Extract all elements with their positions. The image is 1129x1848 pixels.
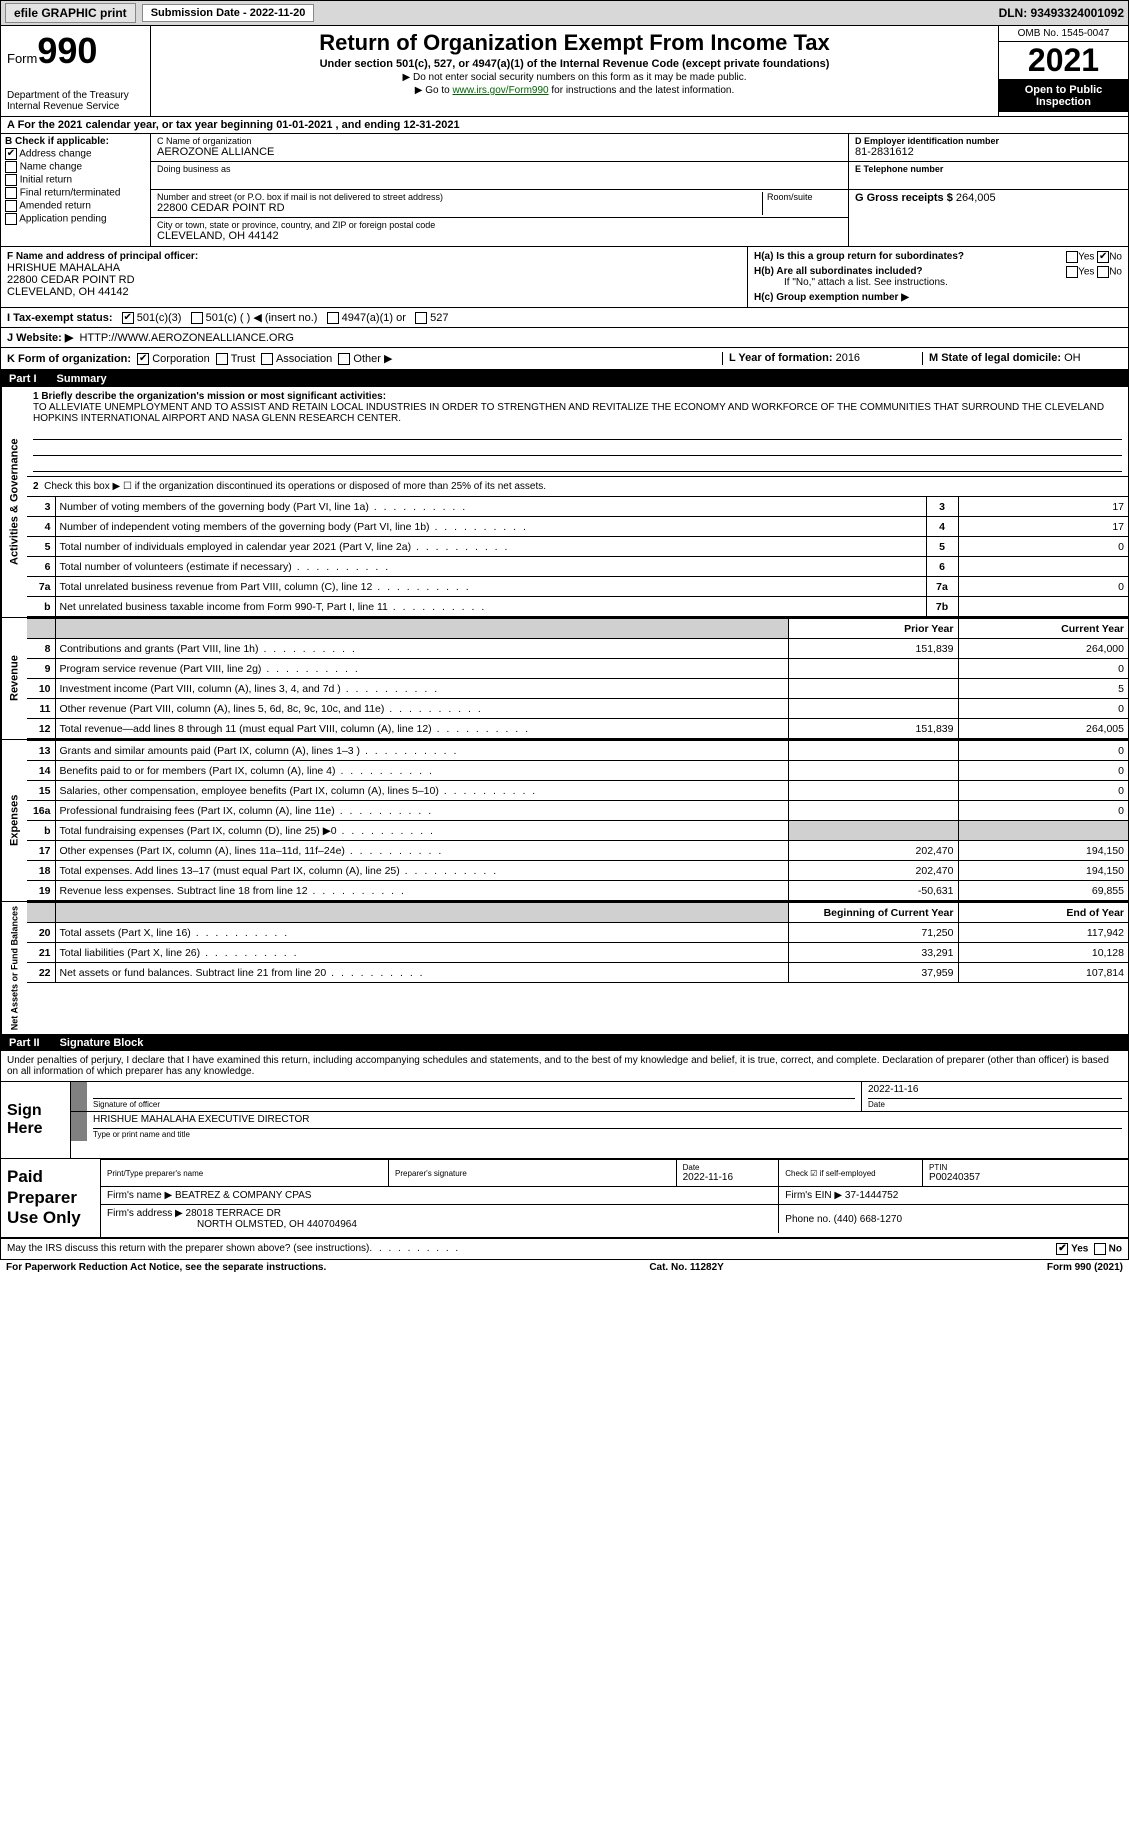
irs-label: Internal Revenue Service: [7, 101, 144, 112]
section-revenue: Revenue Prior YearCurrent Year8Contribut…: [1, 618, 1128, 740]
officer-name: HRISHUE MAHALAHA EXECUTIVE DIRECTOR: [93, 1114, 1122, 1128]
omb-number: OMB No. 1545-0047: [999, 26, 1128, 42]
city: CLEVELAND, OH 44142: [157, 230, 842, 242]
firm-addr2: NORTH OLMSTED, OH 440704964: [197, 1219, 357, 1230]
self-employed-chk[interactable]: Check ☑ if self-employed: [785, 1169, 916, 1178]
revenue-table: Prior YearCurrent Year8Contributions and…: [27, 618, 1128, 739]
firm-ein: 37-1444752: [845, 1190, 898, 1201]
netassets-table: Beginning of Current YearEnd of Year20To…: [27, 902, 1128, 983]
chk-527[interactable]: [415, 312, 427, 324]
sign-here-block: Sign Here Signature of officer 2022-11-1…: [1, 1082, 1128, 1159]
firm-phone: (440) 668-1270: [834, 1214, 902, 1225]
ptin: P00240357: [929, 1172, 1122, 1183]
side-label-netassets: Net Assets or Fund Balances: [1, 902, 27, 1034]
chk-final-return[interactable]: Final return/terminated: [5, 187, 146, 199]
chk-app-pending[interactable]: Application pending: [5, 213, 146, 225]
irs-discuss-row: May the IRS discuss this return with the…: [1, 1238, 1128, 1259]
part1-header: Part ISummary: [1, 371, 1128, 387]
expenses-table: 13Grants and similar amounts paid (Part …: [27, 740, 1128, 901]
note-ssn: ▶ Do not enter social security numbers o…: [157, 72, 992, 83]
note-link: ▶ Go to www.irs.gov/Form990 for instruct…: [157, 85, 992, 96]
col-b-checkboxes: B Check if applicable: Address change Na…: [1, 134, 151, 246]
chk-name-change[interactable]: Name change: [5, 161, 146, 173]
irs-link[interactable]: www.irs.gov/Form990: [452, 85, 548, 96]
sig-arrow-icon: [71, 1112, 87, 1141]
chk-501c[interactable]: [191, 312, 203, 324]
row-k-lm: K Form of organization: Corporation Trus…: [1, 348, 1128, 371]
dept-label: Department of the Treasury: [7, 90, 144, 101]
firm-name: BEATREZ & COMPANY CPAS: [175, 1190, 312, 1201]
paperwork-notice: For Paperwork Reduction Act Notice, see …: [6, 1262, 326, 1273]
line2-checkbox-text: Check this box ▶ ☐ if the organization d…: [44, 481, 546, 492]
footer-line: For Paperwork Reduction Act Notice, see …: [0, 1260, 1129, 1275]
discuss-yes[interactable]: [1056, 1243, 1068, 1255]
website-url: HTTP://WWW.AEROZONEALLIANCE.ORG: [79, 332, 294, 344]
block-bcde: B Check if applicable: Address change Na…: [1, 134, 1128, 247]
efile-btn[interactable]: efile GRAPHIC print: [5, 3, 136, 23]
row-a-period: A For the 2021 calendar year, or tax yea…: [1, 117, 1128, 134]
sig-arrow-icon: [71, 1082, 87, 1111]
org-name: AEROZONE ALLIANCE: [157, 146, 842, 158]
form-title: Return of Organization Exempt From Incom…: [157, 30, 992, 56]
paid-table: Print/Type preparer's name Preparer's si…: [101, 1159, 1128, 1233]
governance-table: 3Number of voting members of the governi…: [27, 496, 1128, 617]
sign-date: 2022-11-16: [868, 1084, 1122, 1098]
mission-block: 1 Briefly describe the organization's mi…: [27, 387, 1128, 476]
side-label-revenue: Revenue: [1, 618, 27, 739]
chk-501c3[interactable]: [122, 312, 134, 324]
year-formation: 2016: [836, 352, 860, 364]
chk-corp[interactable]: [137, 353, 149, 365]
principal-officer: F Name and address of principal officer:…: [1, 247, 748, 307]
form-header: Form990 Department of the Treasury Inter…: [1, 26, 1128, 117]
section-netassets: Net Assets or Fund Balances Beginning of…: [1, 902, 1128, 1035]
chk-trust[interactable]: [216, 353, 228, 365]
submission-date: Submission Date - 2022-11-20: [142, 4, 315, 22]
state-domicile: OH: [1064, 352, 1081, 364]
discuss-no[interactable]: [1094, 1243, 1106, 1255]
paid-preparer-block: Paid Preparer Use Only Print/Type prepar…: [1, 1159, 1128, 1237]
open-public-badge: Open to Public Inspection: [999, 80, 1128, 112]
group-return: H(a) Is this a group return for subordin…: [748, 247, 1128, 307]
form-number: Form990: [7, 30, 144, 72]
form-frame: Form990 Department of the Treasury Inter…: [0, 26, 1129, 1260]
side-label-expenses: Expenses: [1, 740, 27, 901]
section-expenses: Expenses 13Grants and similar amounts pa…: [1, 740, 1128, 902]
tax-year: 2021: [999, 42, 1128, 80]
form-subtitle: Under section 501(c), 527, or 4947(a)(1)…: [157, 58, 992, 70]
chk-initial-return[interactable]: Initial return: [5, 174, 146, 186]
row-j-website: J Website: ▶ HTTP://WWW.AEROZONEALLIANCE…: [1, 328, 1128, 348]
row-i-tax-status: I Tax-exempt status: 501(c)(3) 501(c) ( …: [1, 308, 1128, 328]
mission-text: TO ALLEVIATE UNEMPLOYMENT AND TO ASSIST …: [33, 402, 1122, 424]
dln: DLN: 93493324001092: [999, 6, 1124, 20]
cat-no: Cat. No. 11282Y: [649, 1262, 723, 1273]
ein: 81-2831612: [855, 146, 1122, 158]
row-fgh: F Name and address of principal officer:…: [1, 247, 1128, 308]
street: 22800 CEDAR POINT RD: [157, 202, 762, 214]
chk-amended[interactable]: Amended return: [5, 200, 146, 212]
topbar: efile GRAPHIC print Submission Date - 20…: [0, 0, 1129, 26]
sign-here-label: Sign Here: [1, 1082, 71, 1158]
col-de: D Employer identification number 81-2831…: [848, 134, 1128, 246]
chk-4947[interactable]: [327, 312, 339, 324]
signature-declaration: Under penalties of perjury, I declare th…: [1, 1051, 1128, 1082]
col-c-org: C Name of organization AEROZONE ALLIANCE…: [151, 134, 848, 246]
chk-address-change[interactable]: Address change: [5, 148, 146, 160]
part2-header: Part IISignature Block: [1, 1035, 1128, 1051]
paid-preparer-label: Paid Preparer Use Only: [1, 1159, 101, 1236]
gross-receipts: 264,005: [956, 192, 996, 204]
section-governance: Activities & Governance 1 Briefly descri…: [1, 387, 1128, 618]
prep-date: 2022-11-16: [683, 1172, 773, 1183]
firm-addr1: 28018 TERRACE DR: [186, 1208, 281, 1219]
chk-assoc[interactable]: [261, 353, 273, 365]
form-ref: Form 990 (2021): [1047, 1262, 1123, 1273]
side-label-governance: Activities & Governance: [1, 387, 27, 617]
chk-other[interactable]: [338, 353, 350, 365]
